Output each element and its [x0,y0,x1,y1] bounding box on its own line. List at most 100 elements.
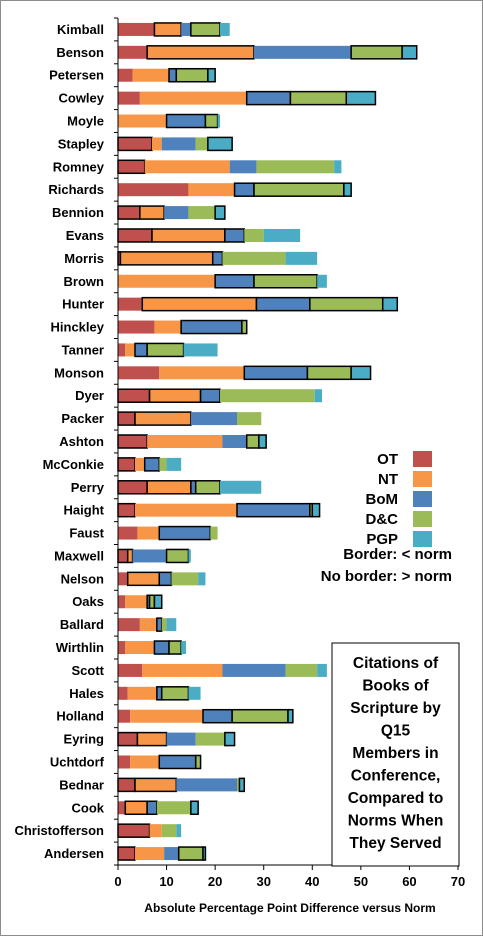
category-label: Christofferson [14,823,104,838]
chart-title-line: They Served [349,835,441,852]
bar-segment-bom [222,663,286,677]
bar-segment-ot [117,777,136,793]
bar-segment-bom [211,251,224,266]
bar-segment-dc [168,640,182,655]
bar-segment-nt [118,114,167,128]
category-label: Tanner [62,342,104,357]
bar-segment-nt [132,68,169,82]
bar-segment-nt [130,709,203,723]
bar-segment-pgp [153,594,163,609]
bar-segment-ot [118,343,126,357]
bar-segment-nt [125,595,148,609]
x-tick-label: 20 [208,874,222,889]
chart-title-line: Scripture by [350,700,441,717]
bar-segment-pgp [238,777,246,793]
chart-title-line: Conference, [351,768,441,785]
bar-segment-pgp [287,708,294,724]
category-label: Benson [56,45,104,60]
bar-segment-bom [199,388,221,403]
bar-segment-ot [117,228,153,243]
bar-segment-ot [118,91,140,105]
bar-segment-nt [135,457,145,471]
legend-swatch [413,451,432,467]
legend-swatch [413,511,432,527]
bar-segment-pgp [188,686,201,700]
bar-segment-dc [175,67,209,83]
category-label: Holland [56,709,104,724]
bar-segment-ot [118,595,126,609]
bar-segment-ot [118,663,143,677]
bar-segment-dc [146,342,185,358]
x-ticks: 0 10 20 30 40 50 60 70 [114,17,465,889]
x-tick-label: 40 [305,874,319,889]
bar-segment-pgp [258,434,267,449]
category-label: Hales [69,686,104,701]
legend: OT NT BoM D&C PGP [366,451,432,548]
bar-segment-nt [152,137,162,151]
bar-segment-pgp [166,618,177,632]
bar-segment-nt [149,824,162,838]
category-label: Dyer [75,388,104,403]
bar-segment-pgp [311,502,321,518]
bar-segment-ot [117,548,129,564]
bar-segment-dc [194,480,221,495]
bar-segment-nt [188,183,235,197]
category-label: Cowley [58,91,104,106]
bar-segment-nt [124,800,148,816]
bar-segment-bom [255,296,311,312]
bar-segment-ot [117,823,151,838]
bar-segment-dc [194,754,202,770]
title-box: Citations of Books of Scripture by Q15 Membe… [331,642,460,867]
bar-segment-nt [147,435,223,448]
bar-segment-ot [118,45,148,59]
bar-segment-pgp [381,296,399,312]
bar-segment-bom [190,412,237,426]
category-label: Evans [66,228,104,243]
category-label: Hunter [62,297,104,312]
chart-title-line: Books of [362,678,429,695]
bar-segment-pgp [401,45,418,60]
bar-segment-ot [118,572,128,586]
bar-segment-bom [236,502,311,518]
bar-segment-bom [254,45,352,59]
bar-segment-nt [135,847,165,861]
chart-title-line: Q15 [381,723,411,740]
bar-segment-dc [161,824,177,838]
x-tick-label: 10 [159,874,173,889]
bar-segment-pgp [198,572,206,586]
bar-segment-ot [118,618,140,632]
category-label: Ballard [60,617,104,632]
bar-segment-nt [139,618,157,632]
bar-segment-bom [222,435,247,448]
bar-segment-pgp [343,182,352,197]
bar-segment-bom [164,206,189,220]
bar-segment-nt [154,320,182,334]
chart-title-line: Norms When [348,813,444,830]
bar-segment-dc [244,228,264,242]
bar-segment-pgp [176,824,182,838]
title-box-frame [331,642,460,867]
category-label: Bennion [52,205,104,220]
bar-segment-bom [243,365,309,381]
bar-segment-pgp [345,90,377,106]
bar-segment-dc [285,663,318,677]
bar-segment-nt [135,503,237,517]
bar-segment-dc [245,434,260,449]
category-label: Wirthlin [56,640,104,655]
category-label: Petersen [49,68,104,83]
chart-title: Citations of Books of Scripture by Q15 Membe… [348,655,444,852]
bar-segment-dc [160,686,190,701]
legend-label: OT [377,451,398,468]
bar-segment-ot [118,641,126,655]
bar-segment-pgp [202,846,207,861]
category-label: Morris [64,251,104,266]
border-note-above: No border: > norm [321,568,452,585]
bar-segment-pgp [183,343,218,357]
bar-segment-pgp [317,274,327,288]
bar-segment-dc [156,801,191,815]
bar-segment-bom [168,67,178,83]
bar-segment-bom [166,732,196,746]
bars-layer [117,22,418,861]
bar-segment-bom [233,182,255,197]
bar-segment-ot [118,366,160,380]
